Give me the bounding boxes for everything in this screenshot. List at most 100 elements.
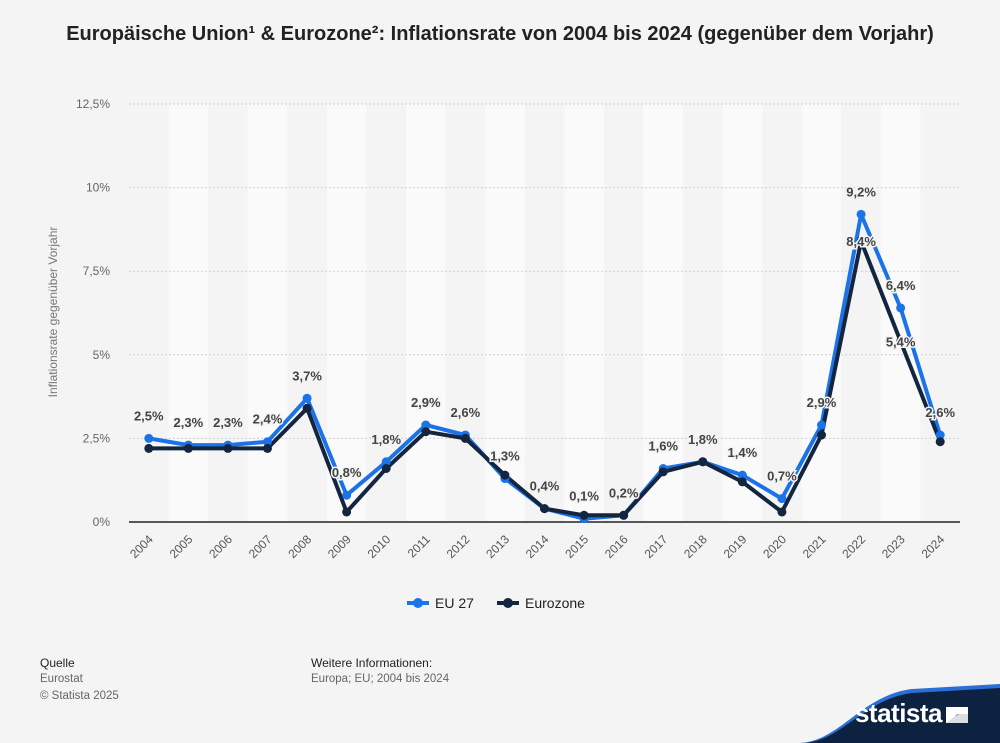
x-tick-label: 2007 [246,532,275,561]
x-tick-label: 2004 [127,532,156,561]
x-tick-label: 2021 [800,532,829,561]
data-point [144,433,154,443]
data-point [698,457,708,467]
y-axis-label: Inflationsrate gegenüber Vorjahr [46,227,60,398]
x-tick-label: 2018 [681,532,710,561]
data-label: 5,4% [886,334,916,349]
data-label: 2,9% [411,395,441,410]
legend-marker-dot [503,598,513,608]
data-labels: 2,5% 2,3% 2,3% 2,4% 3,7% 0,8% 1,8% 2,9% 2,6% 1,3%… [132,183,957,505]
data-label: 2,5% [134,408,164,423]
series-points [144,209,945,524]
source-copyright: © Statista 2025 [40,690,119,702]
data-point [302,403,312,413]
data-point [817,430,826,440]
x-tick-label: 2017 [642,532,671,561]
data-point [302,393,312,403]
column-band [168,104,209,522]
data-point [381,463,391,473]
column-band [643,104,683,522]
data-label: 2,3% [213,415,243,430]
x-tick-label: 2010 [365,532,394,561]
column-band [247,104,288,522]
data-point [935,430,945,440]
x-tick-label: 2019 [721,532,750,561]
x-tick-label: 2015 [562,532,591,561]
data-point [619,510,629,520]
data-label: 1,3% [490,449,520,464]
column-band [722,104,763,522]
data-point [223,443,233,453]
data-label: 1,8% [371,432,401,447]
data-label: 2,6% [925,405,955,420]
data-point [856,236,866,246]
data-label: 8,4% [846,234,876,249]
data-point [381,457,391,467]
data-label: 6,4% [886,278,916,293]
info-text: Europa; EU; 2004 bis 2024 [311,673,450,685]
x-tick-label: 2024 [919,532,948,561]
data-label: 2,9% [807,395,837,410]
chart: 0%2,5%5%7,5%10%12,5% 2004 2005 2006 2007 200… [46,97,960,611]
chart-title: Europäische Union¹ & Eurozone²: Inflatio… [66,23,934,45]
data-point [421,420,431,430]
x-tick-label: 2016 [602,532,631,561]
data-label: 1,8% [688,432,718,447]
data-point [817,420,826,430]
source-eurostat[interactable]: Eurostat [40,673,83,685]
source-heading: Quelle [40,656,75,670]
data-label: 2,4% [253,412,283,427]
data-label: 2,6% [451,405,481,420]
x-tick-label: 2011 [405,532,433,560]
data-label: 0,2% [609,485,639,500]
info-heading: Weitere Informationen: [311,656,433,670]
column-band [406,104,446,522]
x-tick-label: 2005 [167,532,196,561]
x-tick-label: 2023 [879,532,908,561]
data-point [658,467,668,477]
data-point [460,433,470,443]
data-point [777,507,787,517]
data-point [263,437,272,447]
x-tick-label: 2006 [206,532,235,561]
data-label: 1,4% [728,445,758,460]
data-point [579,510,589,520]
data-point [263,443,272,453]
statista-logo-icon[interactable] [944,705,970,725]
data-point [342,507,352,517]
legend[interactable]: EU 27 Eurozone [407,595,585,611]
column-band [564,104,604,522]
data-point [183,443,193,453]
data-point [737,477,747,487]
statista-logo-text[interactable]: statista [854,698,943,728]
data-label: 9,2% [846,184,876,199]
legend-marker-dot [413,598,423,608]
y-tick-label: 5% [93,348,111,362]
data-point [777,494,787,504]
x-tick-label: 2013 [483,532,512,561]
data-label: 0,7% [767,469,797,484]
y-tick-label: 7,5% [83,264,111,278]
data-point [935,437,945,447]
data-point [540,504,549,514]
data-label: 0,4% [530,479,560,494]
column-bands [168,104,921,522]
data-point [856,209,866,219]
x-tick-label: 2008 [285,532,314,561]
data-point [144,443,154,453]
data-point [896,303,906,313]
column-band [485,104,525,522]
x-axis-ticks: 2004 2005 2006 2007 2008 2009 2010 2011 2012 2013… [127,532,947,561]
y-tick-label: 0% [93,515,111,529]
x-tick-label: 2009 [325,532,354,561]
legend-label: EU 27 [435,595,474,611]
y-tick-label: 2,5% [83,431,111,445]
data-label: 0,1% [569,489,599,504]
data-point [737,470,747,480]
data-label: 1,6% [648,438,678,453]
statista-brand-background [800,684,1000,743]
y-tick-label: 12,5% [76,97,110,111]
x-tick-label: 2012 [444,532,473,561]
data-label: 2,3% [174,415,204,430]
data-point [421,427,431,437]
